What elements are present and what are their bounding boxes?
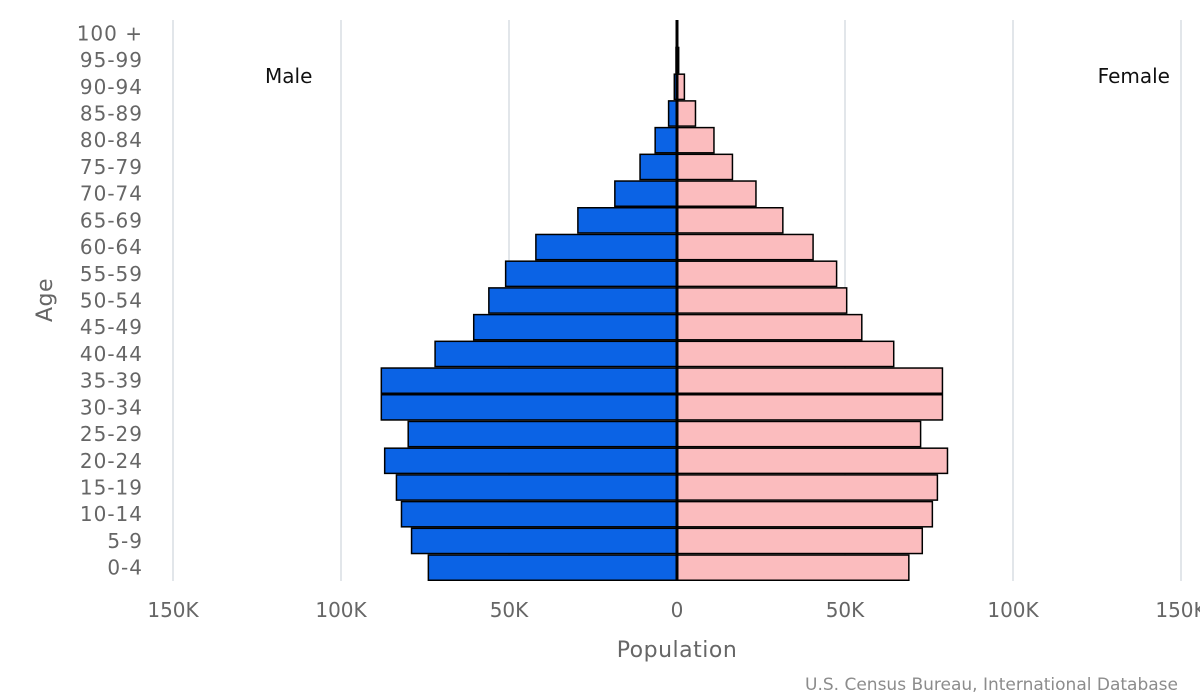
bar-female (676, 126, 715, 154)
x-tick-label: 50K (826, 598, 865, 622)
y-tick-label: 100 + (77, 21, 143, 45)
bar-female (676, 233, 814, 261)
bar-female (676, 180, 757, 208)
y-axis-title: Age (33, 278, 58, 322)
bar-female (676, 207, 784, 234)
bar-layer (380, 20, 949, 581)
bar-male (410, 527, 678, 555)
bar-female (676, 474, 939, 501)
y-tick-label: 55-59 (80, 262, 143, 286)
x-axis-title: Population (617, 638, 738, 663)
bar-male (504, 260, 678, 288)
bar-male (472, 313, 678, 341)
bar-male (614, 180, 678, 208)
bar-male (577, 207, 678, 234)
y-tick-label: 40-44 (80, 342, 143, 366)
bar-male (639, 153, 678, 181)
bar-male (434, 340, 678, 368)
y-tick-label: 15-19 (80, 476, 143, 500)
y-tick-label: 70-74 (80, 182, 143, 206)
source-credit: U.S. Census Bureau, International Databa… (805, 675, 1178, 695)
y-tick-label: 80-84 (80, 128, 143, 152)
male-label: Male (265, 64, 312, 88)
bar-female (676, 420, 922, 448)
bar-male (654, 126, 678, 154)
bar-female (676, 340, 895, 368)
y-tick-label: 0-4 (107, 556, 143, 580)
y-tick-label: 75-79 (80, 155, 143, 179)
bar-female (676, 554, 910, 581)
y-tick-label: 50-54 (80, 289, 143, 313)
bar-female (676, 260, 838, 288)
y-tick-label: 30-34 (80, 395, 143, 419)
bar-male (380, 367, 678, 394)
y-tick-label: 65-69 (80, 208, 143, 232)
y-tick-label: 20-24 (80, 449, 143, 473)
bar-male (400, 500, 678, 528)
bar-female (676, 500, 934, 528)
x-tick-label: 100K (315, 598, 367, 622)
bar-female (676, 100, 697, 127)
bar-female (676, 287, 848, 314)
bar-female (676, 527, 924, 555)
bar-male (407, 420, 678, 448)
bar-female (676, 153, 734, 181)
x-tick-label: 50K (490, 598, 529, 622)
x-tick-label: 150K (147, 598, 199, 622)
x-tick-label: 150K (1155, 598, 1200, 622)
bar-female (676, 313, 863, 341)
y-tick-label: 95-99 (80, 48, 143, 72)
female-label: Female (1098, 64, 1170, 88)
bar-female (676, 394, 944, 421)
bar-female (676, 367, 944, 394)
bar-male (383, 447, 678, 475)
y-tick-label: 85-89 (80, 102, 143, 126)
bar-male (380, 394, 678, 421)
y-tick-label: 35-39 (80, 369, 143, 393)
y-tick-label: 5-9 (107, 529, 143, 553)
bar-male (395, 474, 678, 501)
y-tick-label: 25-29 (80, 422, 143, 446)
bar-female (676, 447, 949, 475)
x-tick-layer: 150K 100K 50K 0 50K 100K 150K (147, 598, 1200, 622)
y-tick-label: 45-49 (80, 315, 143, 339)
y-tick-label: 10-14 (80, 502, 143, 526)
bar-male (488, 287, 678, 314)
x-tick-label: 100K (987, 598, 1039, 622)
y-tick-label: 60-64 (80, 235, 143, 259)
bar-male (427, 554, 678, 581)
bar-male (535, 233, 678, 261)
x-tick-label: 0 (671, 598, 684, 622)
y-tick-label: 90-94 (80, 75, 143, 99)
